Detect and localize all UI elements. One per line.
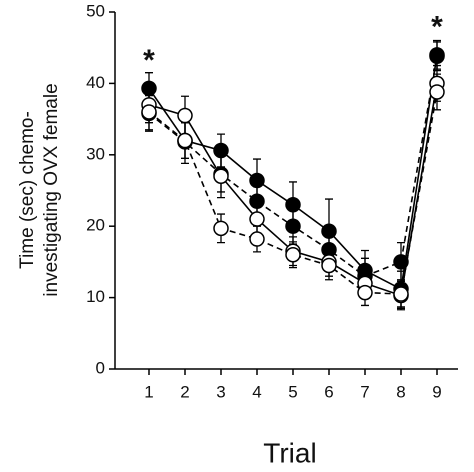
x-tick-label: 5 [288, 382, 297, 401]
marker [285, 247, 301, 263]
marker [285, 197, 301, 213]
marker [213, 220, 229, 237]
y-tick-label: 40 [86, 73, 105, 92]
x-tick-label: 7 [360, 382, 369, 401]
x-tick-label: 4 [252, 382, 261, 401]
marker [429, 48, 445, 65]
y-axis-label-line: Time (sec) chemo- [17, 111, 38, 269]
y-tick-label: 0 [96, 358, 105, 377]
series-line [148, 91, 438, 295]
y-axis-label: Time (sec) chemo- investigating OVX fema… [17, 83, 62, 296]
marker [285, 218, 301, 234]
marker [393, 254, 409, 270]
x-tick-label: 3 [216, 382, 225, 401]
y-tick-label: 10 [86, 287, 105, 306]
marker [141, 104, 157, 120]
x-axis-label: Trial [263, 437, 316, 468]
marker [249, 172, 265, 189]
marker [141, 80, 157, 97]
marker [213, 142, 229, 159]
marker [321, 257, 337, 274]
marker [393, 286, 409, 302]
marker [249, 193, 265, 209]
marker [429, 84, 445, 100]
marker [357, 284, 373, 301]
y-axis-label-line: investigating OVX female [41, 83, 62, 296]
marker [249, 211, 265, 227]
x-tick-label: 2 [180, 382, 189, 401]
marker [249, 231, 265, 247]
x-tick-label: 9 [432, 382, 441, 401]
y-tick-label: 50 [86, 1, 105, 20]
marker [213, 168, 229, 184]
y-tick-label: 30 [86, 144, 105, 163]
marker [321, 223, 337, 239]
x-tick-label: 8 [396, 382, 405, 401]
marker [177, 132, 193, 149]
marker [177, 107, 193, 124]
annotation: * [143, 44, 155, 77]
annotation: * [431, 11, 443, 44]
x-tick-label: 6 [324, 382, 333, 401]
y-tick-label: 20 [86, 216, 105, 235]
x-tick-label: 1 [144, 382, 153, 401]
